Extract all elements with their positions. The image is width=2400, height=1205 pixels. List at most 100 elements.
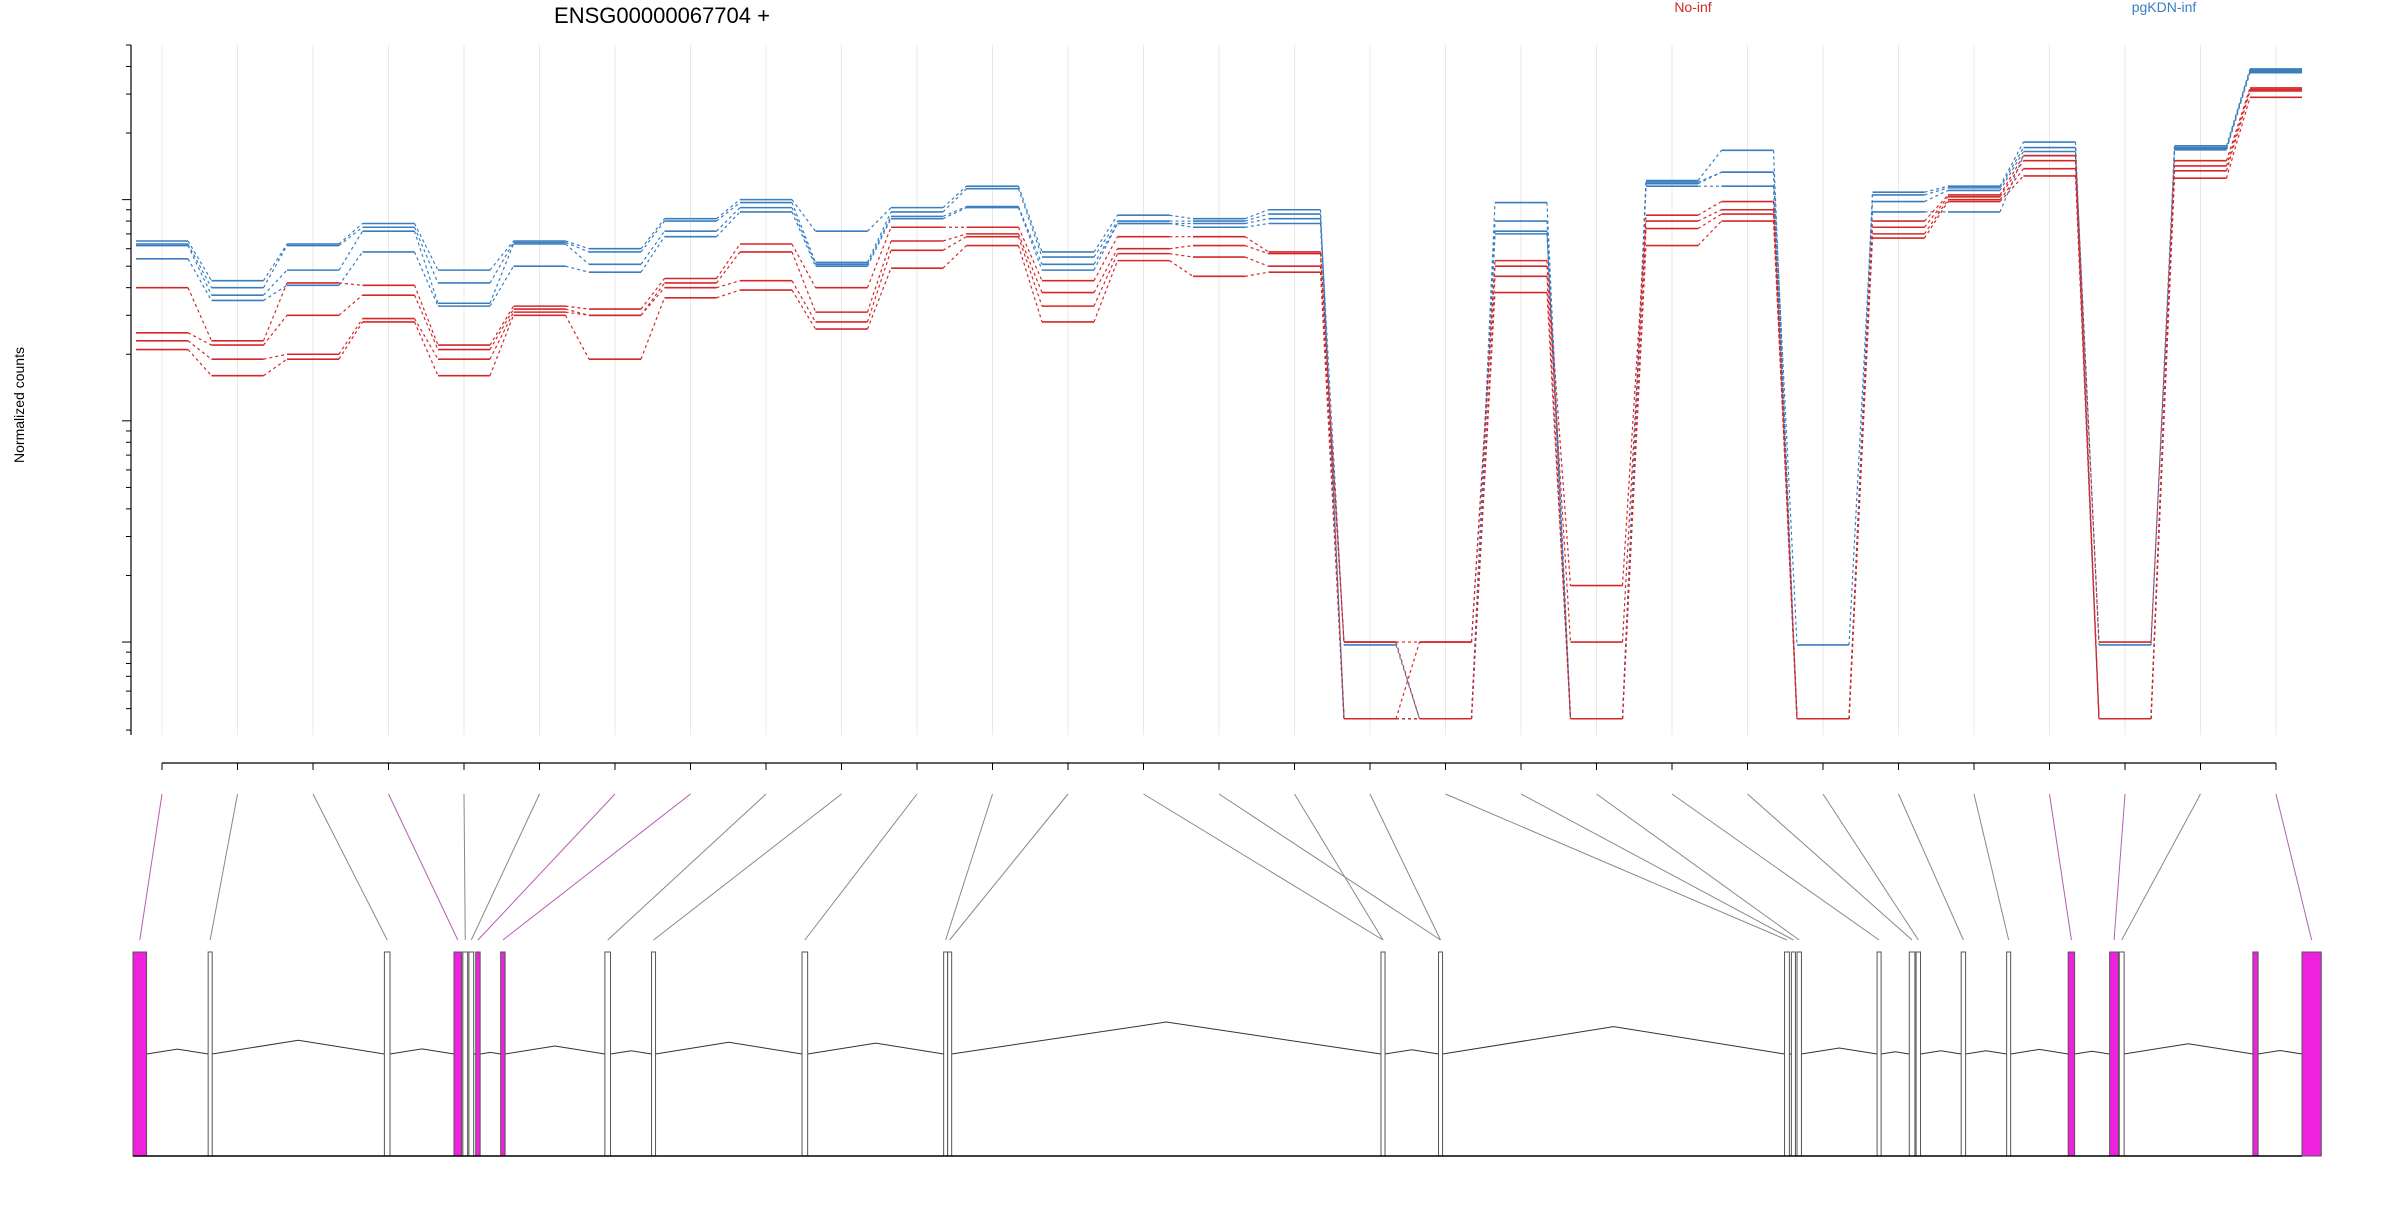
bin-connector	[2050, 794, 2072, 940]
series-transition	[1019, 189, 1043, 257]
intron-line	[1385, 1050, 1439, 1054]
series-transition	[2151, 178, 2175, 719]
exon	[1439, 952, 1443, 1156]
series-transition	[717, 212, 741, 237]
series-transition	[792, 203, 816, 263]
bin-connector	[471, 794, 539, 940]
bin-connector	[464, 794, 465, 940]
exon	[1381, 952, 1385, 1156]
exon-highlighted	[454, 952, 462, 1156]
series-transition	[1698, 172, 1722, 183]
bin-connector	[2122, 794, 2201, 940]
bin-connector	[503, 794, 691, 940]
series-transition	[1849, 238, 1873, 719]
series-transition	[717, 200, 741, 219]
series-transition	[943, 237, 967, 251]
bin-connector	[1597, 794, 1800, 940]
series-transition	[415, 322, 439, 376]
series-transition	[943, 186, 967, 207]
intron-line	[212, 1040, 384, 1054]
series-transition	[717, 244, 741, 278]
series-transition	[1547, 293, 1571, 719]
series-transition	[943, 246, 967, 269]
series-transition	[188, 241, 212, 281]
series-transition	[868, 208, 892, 232]
intron-line	[1881, 1052, 1909, 1054]
exon	[469, 952, 474, 1156]
series-transition	[188, 246, 212, 296]
series-transition	[566, 306, 590, 309]
series-transition	[868, 250, 892, 322]
bin-to-exon-connectors	[140, 794, 2312, 940]
exon	[463, 952, 468, 1156]
series-transition	[264, 285, 288, 300]
series-transition	[188, 341, 212, 359]
series-transition	[943, 234, 967, 241]
series-transition	[1698, 150, 1722, 180]
series-transition	[1245, 272, 1269, 276]
series-transition	[641, 298, 665, 359]
bin-connector	[1521, 794, 1793, 940]
bin-connector	[1974, 794, 2009, 940]
bin-connector	[478, 794, 615, 940]
series-transition	[641, 283, 665, 315]
series-transition	[490, 244, 514, 303]
series-transition	[792, 212, 816, 266]
series-transition	[339, 283, 363, 285]
bin-connector	[389, 794, 458, 940]
series-transition	[1698, 221, 1722, 245]
series-transition	[339, 319, 363, 355]
exon-highlighted	[2302, 952, 2321, 1156]
intron-line	[656, 1042, 802, 1054]
series-transition	[1245, 257, 1269, 266]
series-transition	[1094, 254, 1118, 307]
exon-highlighted	[2110, 952, 2119, 1156]
series-transition	[415, 227, 439, 283]
series-transition	[2151, 171, 2175, 719]
series-transition	[566, 266, 590, 272]
series-transition	[1472, 293, 1496, 719]
intron-line	[1966, 1051, 2007, 1054]
series-transition	[1925, 202, 1949, 239]
bin-connector	[1295, 794, 1384, 940]
series-transition	[339, 252, 363, 285]
exon	[1961, 952, 1965, 1156]
series-transition	[1321, 272, 1345, 719]
series-transition	[264, 244, 288, 281]
series-transition	[1170, 261, 1194, 277]
exon	[1785, 952, 1790, 1156]
series-transition	[339, 295, 363, 315]
series-transition	[641, 237, 665, 272]
exon	[2007, 952, 2011, 1156]
series-transition	[1925, 200, 1949, 234]
intron-line	[2011, 1049, 2069, 1054]
series-transition	[2151, 161, 2175, 642]
intron-line	[952, 1022, 1381, 1054]
series-transition	[415, 319, 439, 360]
legend-no-inf: No-inf	[1674, 0, 1711, 15]
series-transition	[1321, 266, 1345, 642]
exon-highlighted	[2068, 952, 2074, 1156]
intron-line	[505, 1046, 605, 1054]
series-transition	[1698, 210, 1722, 221]
bin-connector	[946, 794, 993, 940]
intron-line	[390, 1049, 454, 1054]
series-transition	[1698, 202, 1722, 216]
series-transition	[339, 322, 363, 359]
series-transition	[1623, 215, 1647, 585]
exon-highlighted	[2253, 952, 2258, 1156]
series-transition	[641, 278, 665, 309]
series-transition	[264, 359, 288, 376]
intron-line	[2258, 1050, 2302, 1054]
legend-pgkdn-inf: pgKDN-inf	[2132, 0, 2197, 15]
bin-connector	[950, 794, 1068, 940]
series-transition	[792, 290, 816, 329]
bin-connector	[1748, 794, 1913, 940]
exon	[2119, 952, 2124, 1156]
series-transition	[1547, 266, 1571, 642]
exon	[208, 952, 212, 1156]
series-transition	[339, 227, 363, 245]
bin-connector	[1144, 794, 1384, 940]
series-transition	[490, 315, 514, 375]
